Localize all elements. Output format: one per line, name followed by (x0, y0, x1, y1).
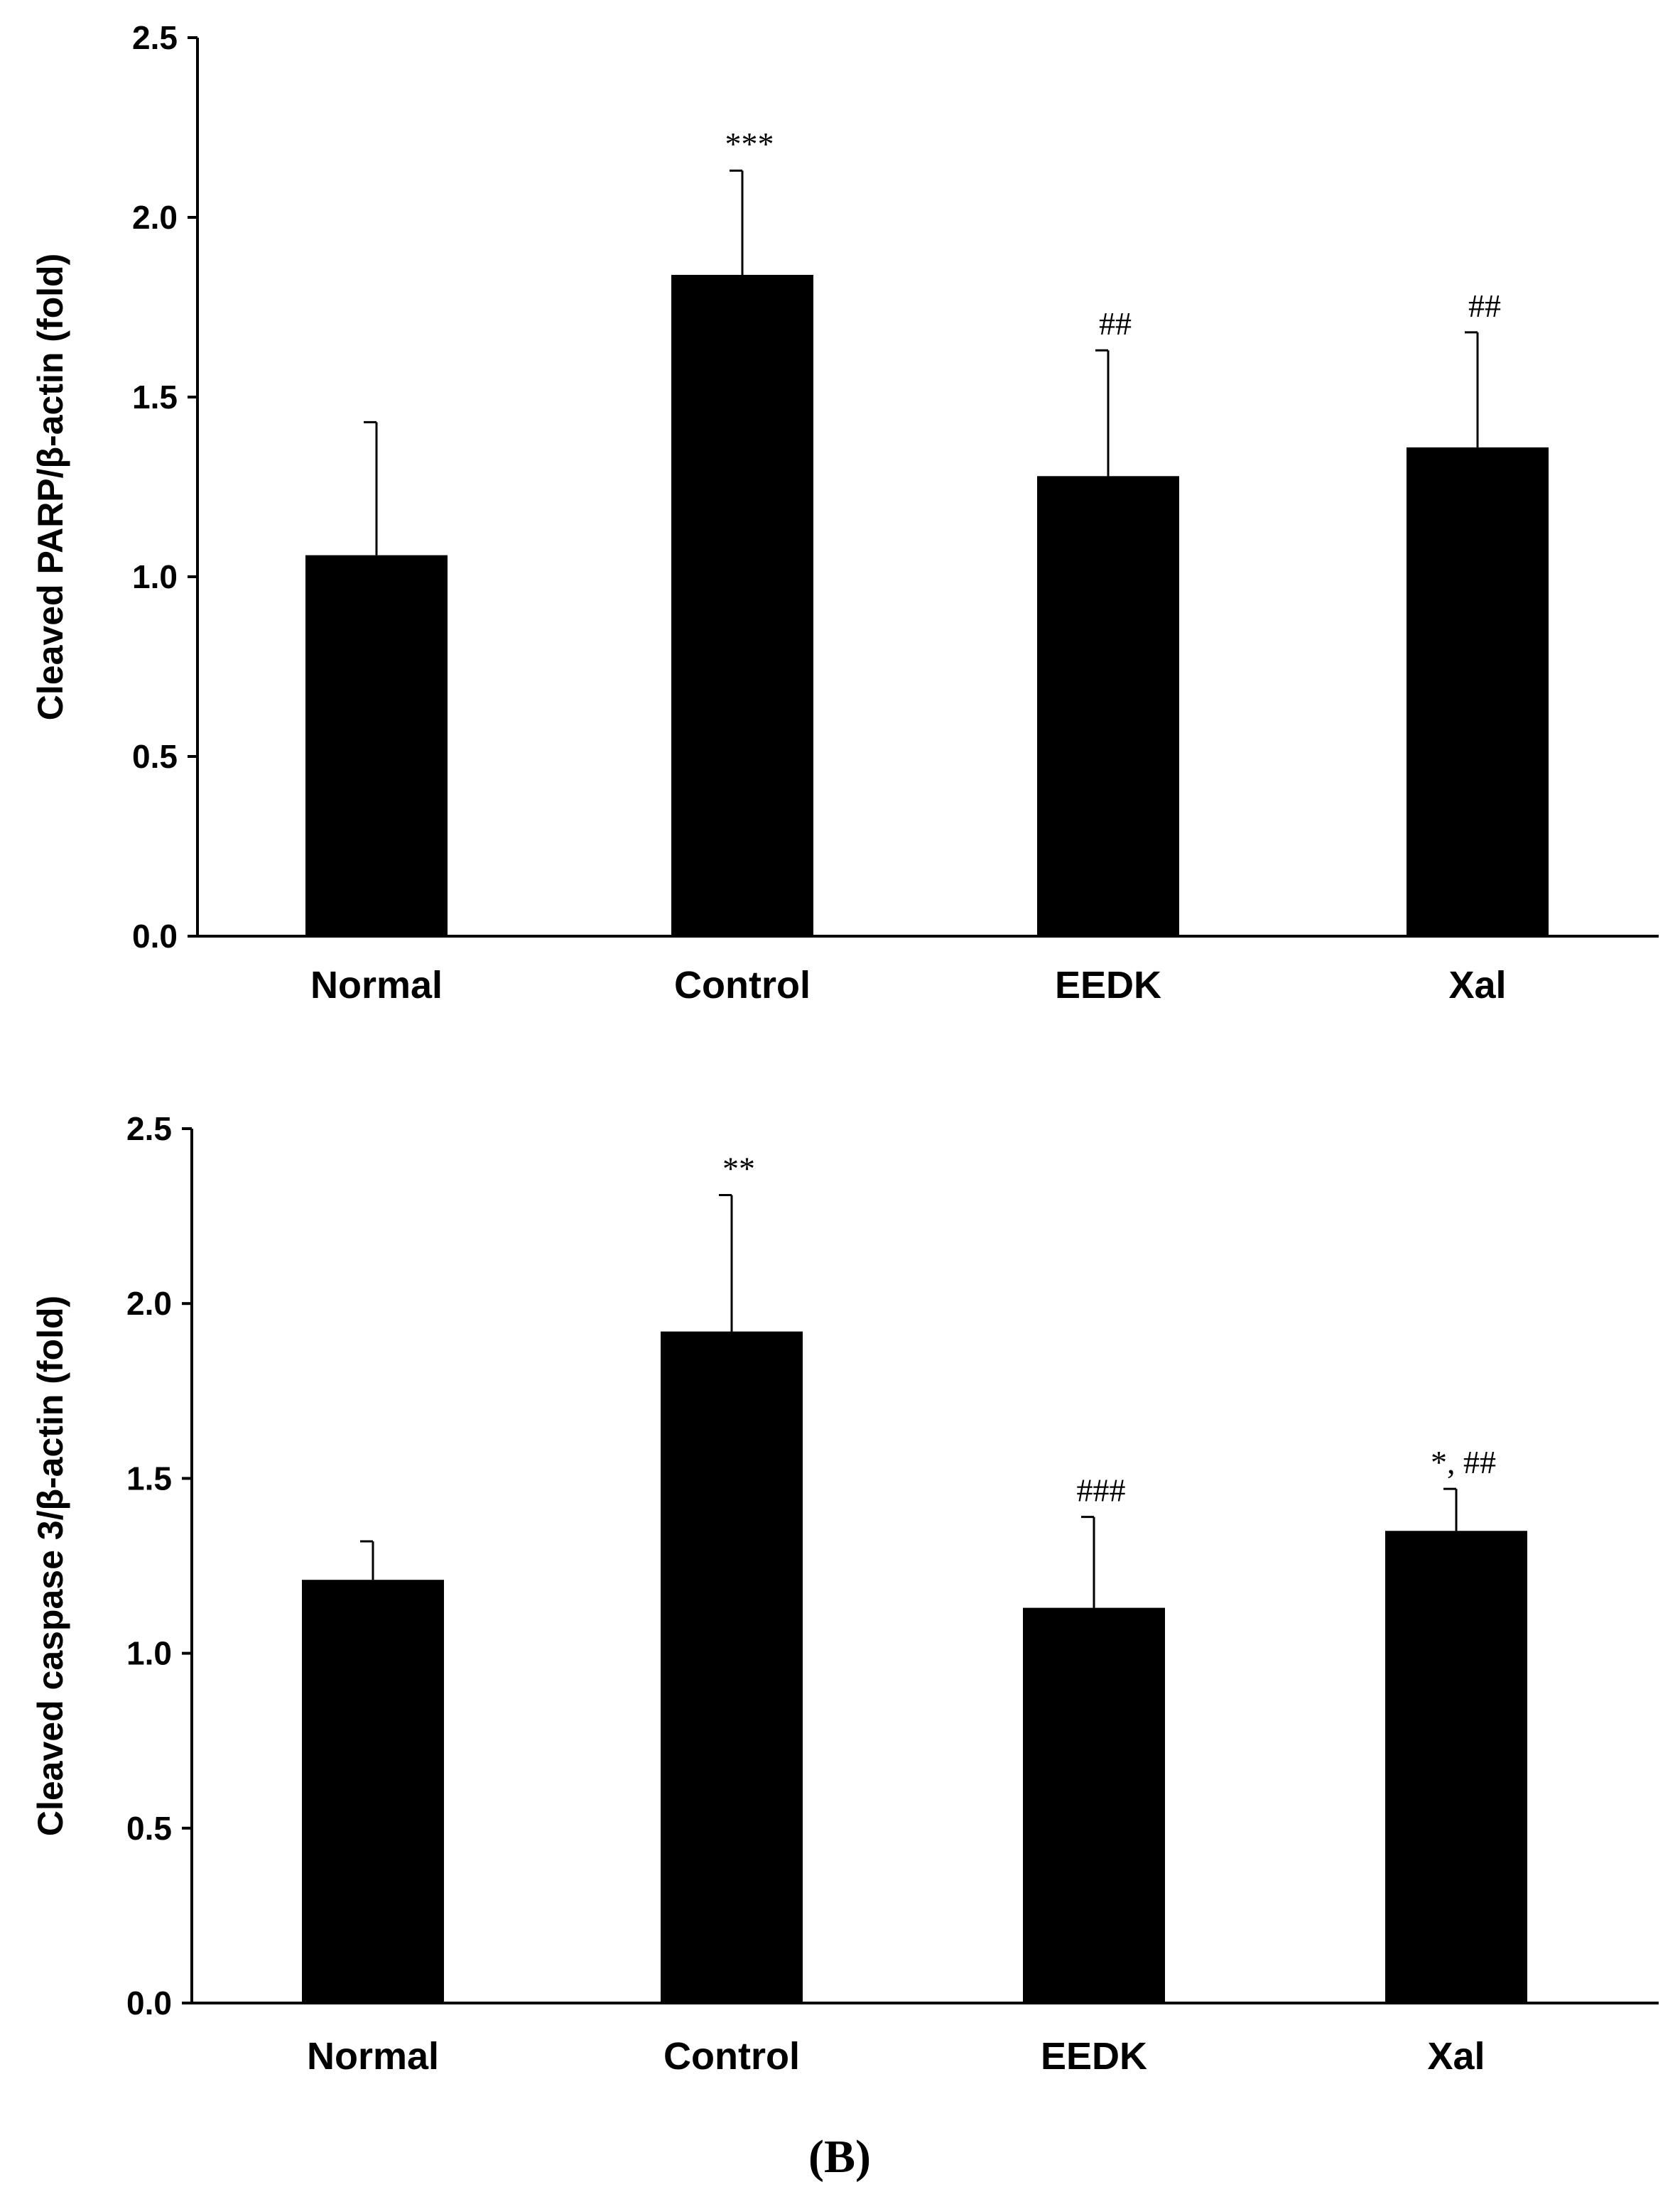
y-tick-label: 0.5 (126, 1810, 172, 1847)
significance-label: ** (722, 1151, 755, 1187)
x-category-label: Normal (307, 2035, 439, 2078)
y-tick-label: 0.0 (132, 918, 178, 955)
y-tick-label: 1.0 (126, 1635, 172, 1672)
x-category-label: EEDK (1041, 2035, 1147, 2078)
y-tick-label: 1.5 (126, 1460, 172, 1497)
x-category-label: Control (663, 2035, 800, 2078)
panel-label: (B) (808, 2131, 871, 2183)
bar-eedk (1037, 476, 1179, 936)
bar-normal (302, 1580, 444, 2003)
chart-panel-1: 0.0 0.5 1.0 1.5 2.0 2.5 Cleaved PARP/β-actin (… (31, 19, 1659, 1006)
y-tick-label: 2.5 (132, 19, 178, 56)
x-category-label: Xal (1448, 964, 1506, 1006)
bar-eedk (1023, 1607, 1165, 2003)
x-category-label: Normal (310, 964, 443, 1006)
x-category-label: EEDK (1055, 964, 1161, 1006)
x-category-label: Xal (1427, 2035, 1485, 2078)
bar-xal (1385, 1531, 1527, 2003)
y-tick-label: 0.5 (132, 738, 178, 775)
y-tick-label: 1.0 (132, 558, 178, 595)
significance-label: *, ## (1431, 1444, 1496, 1480)
bar-control (661, 1331, 803, 2003)
significance-label: *** (725, 126, 774, 162)
y-axis-title: Cleaved PARP/β-actin (fold) (31, 254, 70, 720)
y-tick-label: 2.0 (126, 1285, 172, 1322)
bar-xal (1407, 447, 1549, 936)
significance-label: ## (1099, 305, 1132, 342)
bar-control (671, 274, 813, 937)
bar-normal (305, 555, 448, 936)
chart-panel-2: 0.0 0.5 1.0 1.5 2.0 2.5 Cleaved caspase 3/β-ac… (31, 1110, 1659, 2078)
significance-label: ## (1468, 288, 1501, 324)
y-tick-label: 1.5 (132, 379, 178, 416)
y-tick-label: 2.5 (126, 1110, 172, 1147)
y-tick-label: 0.0 (126, 1985, 172, 2022)
y-axis-title: Cleaved caspase 3/β-actin (fold) (31, 1296, 70, 1836)
x-category-label: Control (674, 964, 811, 1006)
y-tick-label: 2.0 (132, 199, 178, 236)
significance-label: ### (1077, 1472, 1126, 1509)
